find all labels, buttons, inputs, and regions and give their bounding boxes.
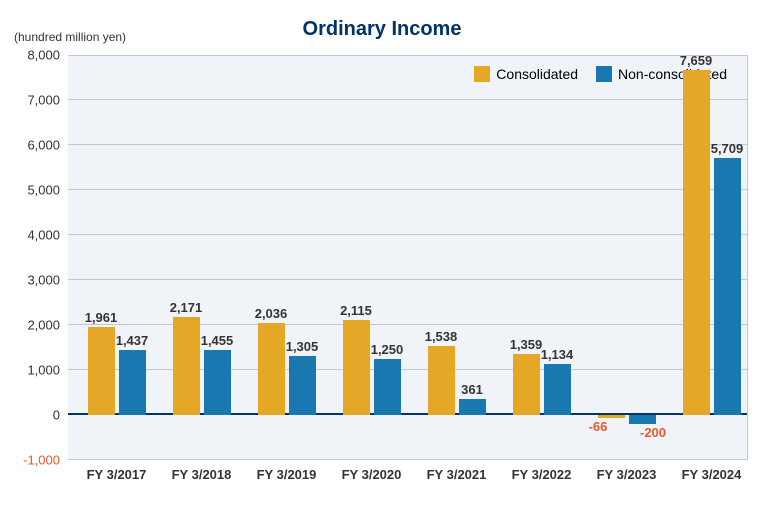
bar [374, 359, 401, 415]
ytick-label: 2,000 [10, 318, 60, 333]
legend-item: Consolidated [474, 66, 578, 82]
xtick-label: FY 3/2024 [669, 467, 754, 482]
bar [544, 364, 571, 415]
gridline [68, 459, 747, 460]
value-label: 1,455 [192, 333, 242, 348]
ytick-label: -1,000 [10, 453, 60, 468]
bar [258, 323, 285, 415]
value-label: 2,036 [246, 306, 296, 321]
legend-swatch [596, 66, 612, 82]
value-label: 1,961 [76, 310, 126, 325]
bar [119, 350, 146, 415]
value-label: 1,134 [532, 347, 582, 362]
xtick-label: FY 3/2021 [414, 467, 499, 482]
gridline [68, 279, 747, 280]
bar [204, 350, 231, 415]
ytick-label: 0 [10, 408, 60, 423]
ytick-label: 4,000 [10, 228, 60, 243]
value-label: 2,115 [331, 303, 381, 318]
gridline [68, 369, 747, 370]
chart-title: Ordinary Income [303, 18, 462, 41]
value-label: 1,250 [362, 342, 412, 357]
xtick-label: FY 3/2020 [329, 467, 414, 482]
value-label: 1,538 [416, 329, 466, 344]
gridline [68, 189, 747, 190]
gridline [68, 234, 747, 235]
value-label: 361 [447, 382, 497, 397]
xtick-label: FY 3/2018 [159, 467, 244, 482]
unit-label: (hundred million yen) [14, 30, 126, 44]
ytick-label: 7,000 [10, 93, 60, 108]
ytick-label: 1,000 [10, 363, 60, 378]
bar [343, 320, 370, 415]
ytick-label: 3,000 [10, 273, 60, 288]
xtick-label: FY 3/2019 [244, 467, 329, 482]
bar [459, 399, 486, 415]
bar [629, 415, 656, 424]
bar [513, 354, 540, 415]
value-label: -200 [628, 425, 678, 440]
ytick-label: 5,000 [10, 183, 60, 198]
bar [598, 415, 625, 418]
bar [428, 346, 455, 415]
legend-label: Consolidated [496, 66, 578, 82]
gridline [68, 324, 747, 325]
bar [289, 356, 316, 415]
value-label: 1,437 [107, 333, 157, 348]
xtick-label: FY 3/2017 [74, 467, 159, 482]
bar [683, 70, 710, 415]
legend-label: Non-consolidated [618, 66, 727, 82]
gridline [68, 144, 747, 145]
value-label: 7,659 [671, 53, 721, 68]
xtick-label: FY 3/2022 [499, 467, 584, 482]
value-label: 2,171 [161, 300, 211, 315]
ytick-label: 8,000 [10, 48, 60, 63]
value-label: -66 [573, 419, 623, 434]
value-label: 5,709 [702, 141, 752, 156]
gridline [68, 99, 747, 100]
xtick-label: FY 3/2023 [584, 467, 669, 482]
chart-container: (hundred million yen) Ordinary Income -1… [0, 0, 764, 506]
value-label: 1,305 [277, 339, 327, 354]
ytick-label: 6,000 [10, 138, 60, 153]
plot-area: -1,00001,0002,0003,0004,0005,0006,0007,0… [68, 55, 748, 460]
bar [714, 158, 741, 415]
legend-swatch [474, 66, 490, 82]
